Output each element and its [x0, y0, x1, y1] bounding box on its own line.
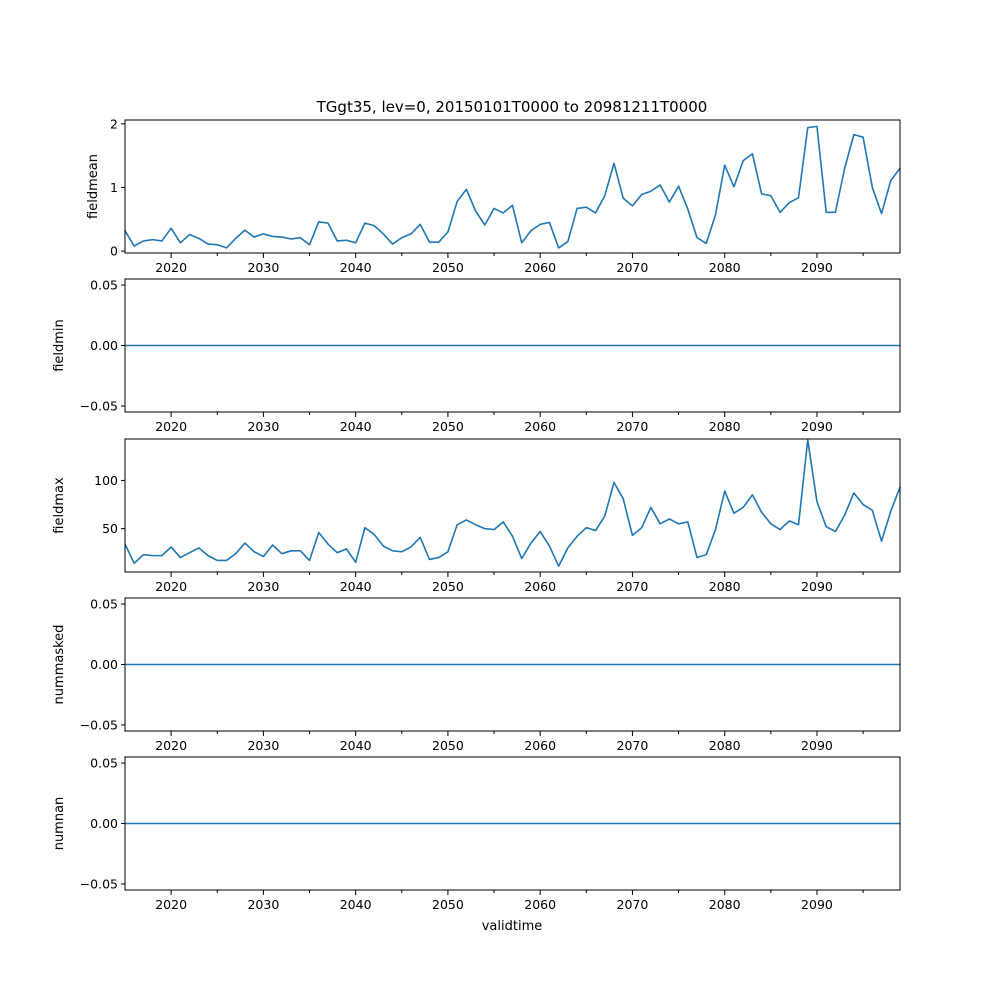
- panel-nummasked: 2020 2030 2040 2050 2060 2070 2080 2090 −0.05 0.0…: [52, 597, 901, 753]
- x-tick-label: 2020: [155, 260, 187, 275]
- x-tick-label: 2050: [432, 897, 464, 912]
- panels: 2020 2030 2040 2050 2060 2070 2080 2090 0 1 2 field…: [52, 116, 901, 912]
- x-tick-label: 2020: [155, 897, 187, 912]
- panel-fieldmax: 2020 2030 2040 2050 2060 2070 2080 2090 50 100 fie…: [52, 438, 901, 594]
- x-tick-label: 2030: [247, 419, 279, 434]
- x-tick-label: 2040: [340, 897, 372, 912]
- x-tick-label: 2080: [709, 579, 741, 594]
- x-tick-label: 2040: [340, 738, 372, 753]
- x-tick-label: 2030: [247, 579, 279, 594]
- x-tick-label: 2060: [524, 260, 556, 275]
- x-tick-label: 2080: [709, 897, 741, 912]
- x-tick-label: 2070: [617, 897, 649, 912]
- x-tick-label: 2050: [432, 419, 464, 434]
- fieldmean-axes-frame: [124, 119, 901, 254]
- y-tick-label: −0.05: [80, 398, 118, 413]
- x-tick-label: 2090: [801, 738, 833, 753]
- x-tick-label: 2090: [801, 260, 833, 275]
- x-tick-label: 2040: [340, 579, 372, 594]
- x-axis-label: validtime: [482, 919, 543, 934]
- x-tick-label: 2020: [155, 419, 187, 434]
- nummasked-y-axis-label: nummasked: [52, 625, 67, 705]
- chart-title: TGgt35, lev=0, 20150101T0000 to 20981211…: [316, 98, 708, 116]
- y-tick-label: 100: [94, 473, 118, 488]
- x-tick-label: 2090: [801, 579, 833, 594]
- x-tick-label: 2030: [247, 738, 279, 753]
- x-tick-label: 2070: [617, 738, 649, 753]
- fieldmin-y-axis-label: fieldmin: [52, 319, 67, 372]
- y-tick-label: 0.05: [90, 756, 118, 771]
- y-tick-label: 50: [102, 521, 118, 536]
- y-tick-label: 1: [110, 180, 118, 195]
- x-tick-label: 2030: [247, 260, 279, 275]
- y-tick-label: 0.00: [90, 338, 118, 353]
- x-tick-label: 2060: [524, 419, 556, 434]
- x-tick-label: 2020: [155, 579, 187, 594]
- y-tick-label: 0.00: [90, 816, 118, 831]
- y-tick-label: 0.05: [90, 597, 118, 612]
- numnan-y-axis-label: numnan: [52, 797, 67, 851]
- x-tick-label: 2060: [524, 738, 556, 753]
- x-tick-label: 2070: [617, 579, 649, 594]
- fieldmean-line: [124, 125, 901, 249]
- panel-fieldmean: 2020 2030 2040 2050 2060 2070 2080 2090 0 1 2 field…: [86, 116, 901, 275]
- panel-numnan: 2020 2030 2040 2050 2060 2070 2080 2090 −0.05 0.0…: [52, 756, 901, 912]
- x-tick-label: 2040: [340, 260, 372, 275]
- y-tick-label: 0: [110, 244, 118, 259]
- y-tick-label: −0.05: [80, 717, 118, 732]
- fieldmax-line: [124, 439, 901, 568]
- y-tick-label: 0.05: [90, 278, 118, 293]
- x-tick-label: 2080: [709, 738, 741, 753]
- x-tick-label: 2090: [801, 419, 833, 434]
- x-tick-label: 2060: [524, 897, 556, 912]
- panel-fieldmin: 2020 2030 2040 2050 2060 2070 2080 2090 −0.05 0.0…: [52, 278, 901, 434]
- x-tick-label: 2060: [524, 579, 556, 594]
- x-tick-label: 2030: [247, 897, 279, 912]
- x-tick-label: 2040: [340, 419, 372, 434]
- x-tick-label: 2020: [155, 738, 187, 753]
- x-tick-label: 2070: [617, 419, 649, 434]
- x-tick-label: 2050: [432, 579, 464, 594]
- fieldmax-y-axis-label: fieldmax: [52, 477, 67, 534]
- x-tick-label: 2080: [709, 260, 741, 275]
- y-tick-label: −0.05: [80, 876, 118, 891]
- y-tick-label: 2: [110, 116, 118, 131]
- x-tick-label: 2090: [801, 897, 833, 912]
- fieldmean-y-axis-label: fieldmean: [86, 154, 101, 219]
- x-tick-label: 2070: [617, 260, 649, 275]
- x-tick-label: 2080: [709, 419, 741, 434]
- y-tick-label: 0.00: [90, 657, 118, 672]
- x-tick-label: 2050: [432, 738, 464, 753]
- x-tick-label: 2050: [432, 260, 464, 275]
- fieldmax-axes-frame: [124, 438, 901, 573]
